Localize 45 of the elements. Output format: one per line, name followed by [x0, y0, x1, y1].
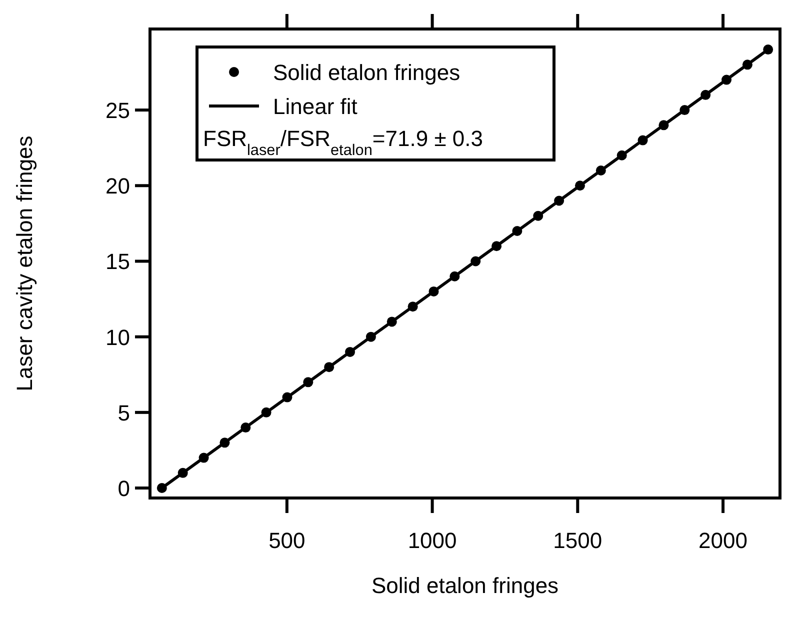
y-tick-label: 15: [106, 249, 130, 274]
point: [742, 60, 752, 70]
point: [345, 346, 356, 357]
legend-label: Solid etalon fringes: [273, 60, 460, 85]
y-tick-label: 5: [118, 400, 130, 426]
point: [492, 241, 502, 252]
point: [324, 362, 334, 372]
point: [220, 438, 230, 448]
point: [428, 286, 439, 296]
point: [512, 226, 522, 236]
point: [156, 483, 167, 494]
point: [763, 44, 774, 55]
x-tick-label: 1500: [553, 528, 602, 553]
point: [596, 166, 606, 176]
y-tick-label: 0: [118, 476, 130, 502]
y-tick-label: 10: [106, 324, 130, 350]
x-axis-title: Solid etalon fringes: [371, 573, 559, 598]
point: [240, 422, 251, 433]
point: [470, 256, 481, 266]
point: [554, 196, 564, 206]
point: [533, 210, 544, 221]
point: [198, 452, 209, 463]
legend-label: Linear fit: [273, 94, 358, 119]
point: [616, 150, 627, 160]
x-tick-label: 500: [268, 528, 306, 553]
point: [450, 271, 460, 282]
point: [722, 74, 732, 85]
point: [178, 468, 188, 478]
point: [408, 302, 418, 312]
point: [700, 90, 711, 100]
x-tick-label: 2000: [698, 528, 748, 553]
point: [658, 120, 669, 130]
point: [574, 180, 585, 191]
y-tick-label: 25: [106, 98, 130, 124]
annotation: FSR$_{laser}$/FSR$_{etalon}$=71.9 ± 0.3: [203, 126, 483, 158]
point: [680, 105, 690, 116]
point: [366, 332, 376, 342]
y-axis-title: Laser cavity etalon fringes: [12, 136, 37, 392]
point: [303, 377, 314, 388]
x-tick-label: 1000: [408, 528, 457, 553]
y-tick-label: 20: [106, 174, 130, 199]
point: [261, 407, 272, 418]
point: [638, 135, 648, 146]
point: [386, 316, 397, 327]
point: [282, 392, 292, 402]
